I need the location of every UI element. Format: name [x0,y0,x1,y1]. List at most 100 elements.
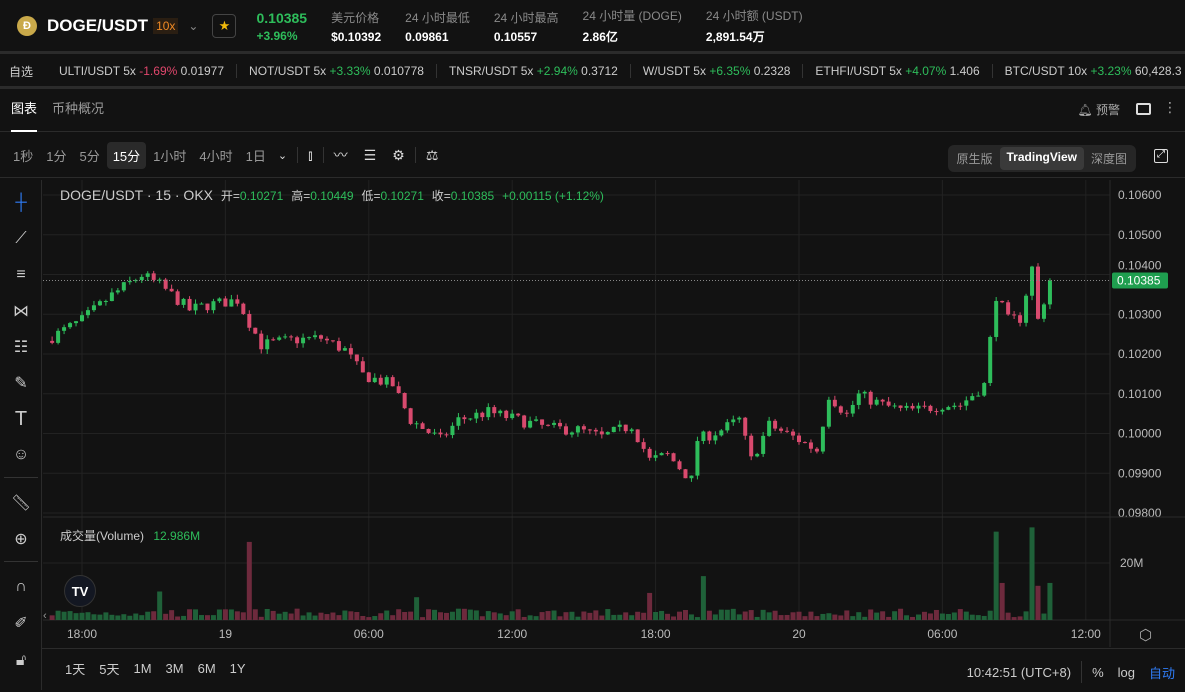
ruler-icon[interactable]: 📏︎ [10,495,32,512]
stat-usd-price: 美元价格 $0.10392 [331,9,381,44]
volume-bar [336,615,342,620]
chart-toolbar: 1秒 1分 5分 15分 1小时 4小时 1日 ⌄ ⫾ 〰 ☰ ⚙ ⚖ [0,133,1185,178]
volume-bar [324,614,330,620]
list-settings-icon[interactable]: ☰ [363,146,377,163]
candle-body [211,301,216,311]
ticker-price: 0.3712 [581,64,618,78]
stat-24h-volume: 24 小时量 (DOGE) 2.86亿 [583,7,682,45]
log-toggle[interactable]: log [1117,664,1135,680]
volume-bar [581,611,587,620]
trend-line-icon[interactable]: ⟋ [15,230,27,247]
pair-title[interactable]: DOGE/USDT [47,16,149,35]
zoom-in-icon[interactable]: ⊕ [14,531,28,548]
volume-bar [814,616,820,620]
range-3m[interactable]: 3M [165,661,184,676]
range-5d[interactable]: 5天 [99,662,120,677]
current-price-label: 0.10385 [1117,273,1161,287]
range-1d[interactable]: 1天 [65,662,86,677]
volume-bar [133,613,139,620]
crosshair-icon[interactable]: ┼ [15,194,27,211]
favorite-star-icon[interactable]: ★ [212,14,237,38]
timeframe-1h[interactable]: 1小时 [153,148,187,164]
candle-body [390,377,395,387]
timeframe-1d[interactable]: 1日 [245,148,266,164]
candlestick-type-icon[interactable]: ⫾ [308,146,313,163]
volume-bar [372,616,378,620]
volume-bar [390,615,396,620]
fullscreen-icon[interactable]: ⤢ [1154,149,1168,163]
stat-value: 2.86亿 [582,30,618,44]
emoji-icon[interactable]: ☺ [12,446,30,463]
chevron-down-icon[interactable]: ⌄ [277,149,288,162]
brush-icon[interactable]: ✎ [14,375,28,392]
divider [0,51,1185,54]
alert-button[interactable]: 🔔︎ 预警 [1077,101,1120,118]
volume-bar [73,613,79,620]
candle-body [480,412,485,418]
timeframe-1s[interactable]: 1秒 [13,148,34,164]
candle-body [552,422,557,425]
candlestick-chart[interactable]: 18:00 19 06:00 12:00 18:00 20 06:00 12:00 0.1060… [43,180,1185,647]
magnet-icon[interactable]: ∩ [15,578,27,595]
gear-icon[interactable]: ⚙ [392,146,405,163]
timeframe-15m[interactable]: 15分 [106,141,147,169]
tradingview-logo[interactable]: TV [64,575,96,607]
lock-icon[interactable]: 🔓︎ [15,652,27,669]
volume-bar [193,609,199,620]
candle-body [832,399,837,407]
tab-coin-overview[interactable]: 币种概况 [52,100,105,116]
indicators-icon[interactable]: 〰 [333,147,348,163]
view-tradingview[interactable]: TradingView [999,147,1084,170]
percent-toggle[interactable]: % [1092,664,1104,680]
price-tick-label: 0.10500 [1118,228,1162,242]
volume-bar [432,609,438,620]
timeframe-1m[interactable]: 1分 [46,148,67,164]
candle-body [402,392,407,409]
ticker-item[interactable]: ULTI/USDT 5x -1.69% 0.01977 [47,64,238,78]
view-depth[interactable]: 深度图 [1090,152,1127,166]
candle-body [916,405,921,409]
timeframe-5m[interactable]: 5分 [79,148,100,164]
timeframe-4h[interactable]: 4小时 [199,148,233,164]
ticker-item[interactable]: NOT/USDT 5x +3.33% 0.010778 [237,64,437,78]
candle-body [313,335,318,338]
ticker-change: -1.69% [139,64,178,78]
volume-bar [563,612,569,620]
horizontal-lines-icon[interactable]: ≡ [16,266,26,283]
stat-value: 2,891.54万 [705,30,765,44]
volume-bar [402,611,408,620]
layout-window-icon[interactable] [1136,103,1151,115]
ticker-item[interactable]: ETHFI/USDT 5x +4.07% 1.406 [803,64,993,78]
chart-settings-icon[interactable]: ⬡ [1139,627,1153,644]
fib-retracement-icon[interactable]: ☷ [13,339,29,356]
candle-body [910,405,915,409]
pattern-icon[interactable]: ⋈ [13,303,29,320]
scale-balance-icon[interactable]: ⚖ [425,146,439,163]
volume-bar [61,611,67,620]
ticker-item[interactable]: BTC/USDT 10x +3.23% 60,428.3 [993,64,1185,78]
range-1m[interactable]: 1M [133,661,152,676]
ticker-item[interactable]: TNSR/USDT 5x +2.94% 0.3712 [437,64,631,78]
range-6m[interactable]: 6M [197,661,216,676]
tab-chart[interactable]: 图表 [11,90,38,132]
volume-bar [682,610,688,620]
chevron-down-icon[interactable]: ⌄ [188,19,199,33]
candle-body [611,426,616,433]
lock-drawings-icon[interactable]: ✐ [14,615,28,632]
candle-body [623,424,628,432]
price-tick-label: 0.10100 [1118,387,1162,401]
range-1y[interactable]: 1Y [229,661,246,676]
candle-body [1041,304,1046,319]
ticker-change: +3.33% [329,64,371,78]
ticker-item[interactable]: W/USDT 5x +6.35% 0.2328 [631,64,804,78]
text-tool-icon[interactable]: T [14,407,28,430]
candle-body [438,432,443,435]
more-menu-icon[interactable]: ⋮ [1163,99,1177,115]
candle-body [558,422,562,427]
volume-tick-label: 20M [1120,556,1143,570]
view-native[interactable]: 原生版 [956,152,993,166]
auto-toggle[interactable]: 自动 [1148,665,1175,681]
watchlist-label[interactable]: 自选 [9,64,34,79]
chevron-left-icon[interactable]: ‹ [43,610,47,622]
volume-bar [593,610,599,620]
